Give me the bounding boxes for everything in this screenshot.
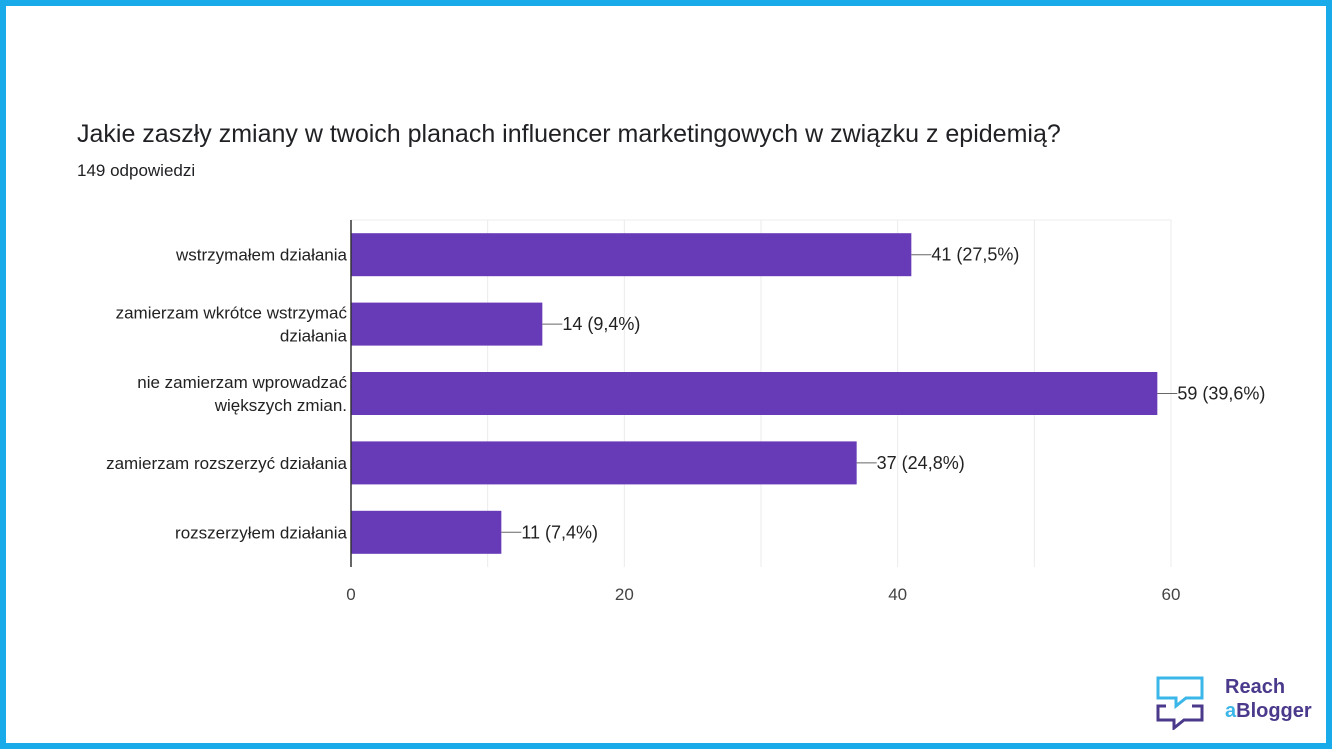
category-label: nie zamierzam wprowadzać (137, 373, 347, 392)
category-label: zamierzam rozszerzyć działania (106, 454, 347, 473)
category-label: zamierzam wkrótce wstrzymać (116, 304, 348, 323)
bar (351, 441, 857, 485)
x-tick-label: 60 (1162, 585, 1181, 604)
data-label: 11 (7,4%) (521, 522, 598, 542)
bar (351, 233, 912, 277)
bar (351, 510, 502, 554)
bar (351, 302, 543, 346)
category-label: działania (280, 327, 348, 346)
data-label: 14 (9,4%) (562, 314, 640, 334)
data-label: 59 (39,6%) (1177, 384, 1265, 404)
x-tick-label: 20 (615, 585, 634, 604)
x-tick-label: 0 (346, 585, 355, 604)
data-label: 37 (24,8%) (877, 453, 965, 473)
x-tick-label: 40 (888, 585, 907, 604)
bar (351, 372, 1158, 415)
logo-text: Reach aBlogger (1225, 675, 1312, 723)
reachablogger-logo-icon (1156, 676, 1204, 730)
category-label: rozszerzyłem działania (175, 523, 347, 542)
category-label: większych zmian. (214, 396, 347, 415)
logo-line2-a: a (1225, 700, 1237, 722)
data-label: 41 (27,5%) (931, 245, 1019, 265)
chart-title: Jakie zaszły zmiany w twoich planach inf… (77, 120, 1061, 148)
category-label: wstrzymałem działania (175, 246, 348, 265)
logo-line2-rest: Blogger (1236, 700, 1312, 722)
response-count: 149 odpowiedzi (77, 161, 196, 180)
logo-line1: Reach (1225, 676, 1286, 698)
